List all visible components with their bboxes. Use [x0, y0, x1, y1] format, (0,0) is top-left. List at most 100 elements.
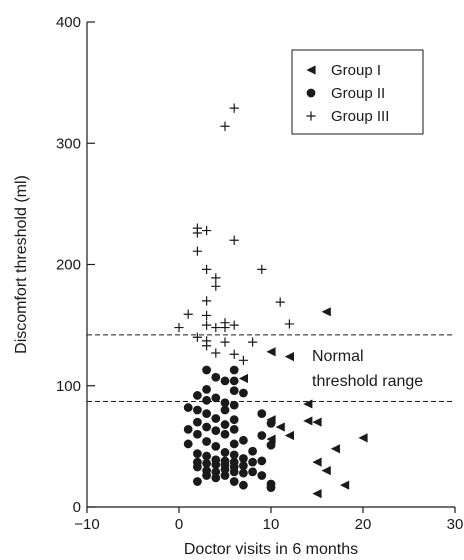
- annotation-normal: Normal: [312, 348, 364, 365]
- data-point-group-iii: [202, 296, 212, 306]
- data-point-group-ii: [183, 425, 193, 434]
- data-point-group-ii: [193, 449, 202, 459]
- x-tick-label: 30: [447, 516, 464, 533]
- data-point-group-ii: [229, 467, 239, 477]
- data-point-group-i: [312, 489, 322, 499]
- data-point-group-ii: [211, 414, 221, 423]
- data-point-group-ii: [220, 420, 230, 429]
- data-point-group-ii: [193, 405, 202, 415]
- data-point-group-iii: [192, 332, 202, 342]
- data-point-group-ii: [239, 480, 248, 490]
- data-point-group-ii: [211, 393, 221, 403]
- data-point-group-ii: [202, 437, 212, 446]
- data-point-group-ii: [239, 435, 248, 445]
- data-point-group-ii: [229, 477, 239, 486]
- data-point-group-ii: [202, 395, 212, 405]
- legend: Group I Group II Group III: [291, 49, 424, 135]
- data-point-group-ii: [248, 457, 257, 467]
- data-point-group-iii: [220, 121, 230, 131]
- data-point-group-ii: [220, 398, 230, 408]
- y-tick-label: 0: [73, 499, 81, 516]
- x-tick-label: 0: [175, 516, 183, 533]
- data-point-group-iii: [211, 281, 221, 291]
- data-point-group-i: [358, 433, 368, 443]
- data-point-group-iii: [275, 297, 285, 307]
- data-point-group-ii: [257, 431, 267, 440]
- data-point-group-iii: [248, 337, 258, 347]
- data-point-group-ii: [239, 454, 248, 463]
- data-point-group-ii: [211, 460, 221, 469]
- data-point-group-iii: [202, 320, 212, 330]
- data-point-group-ii: [257, 471, 267, 480]
- data-point-group-ii: [248, 467, 257, 477]
- data-point-group-iii: [202, 310, 212, 321]
- data-point-group-iii: [202, 264, 212, 274]
- data-point-group-iii: [192, 246, 202, 256]
- data-point-group-ii: [229, 439, 239, 449]
- data-point-group-i: [340, 480, 350, 490]
- reference-lines: [87, 334, 455, 403]
- data-point-group-ii: [229, 376, 239, 386]
- data-point-group-ii: [211, 426, 221, 436]
- data-point-group-ii: [193, 462, 202, 472]
- data-point-group-iii: [192, 228, 202, 238]
- data-point-group-i: [284, 430, 294, 441]
- y-tick-label: 200: [56, 257, 81, 274]
- data-point-group-i: [238, 373, 248, 384]
- data-point-group-ii: [193, 477, 202, 486]
- data-point-group-ii: [257, 456, 267, 466]
- data-point-group-iii: [202, 225, 212, 236]
- data-point-group-ii: [220, 471, 230, 480]
- data-point-group-ii: [229, 425, 239, 434]
- data-point-group-i: [321, 466, 331, 476]
- data-point-group-ii: [193, 417, 202, 427]
- data-point-group-iii: [211, 322, 221, 333]
- legend-entry-label: Group III: [331, 108, 389, 125]
- data-point-group-iii: [220, 322, 230, 333]
- data-point-group-iii: [229, 103, 239, 113]
- data-point-group-iii: [183, 309, 193, 319]
- y-tick-label: 300: [56, 135, 81, 152]
- legend-entry-label: Group II: [331, 85, 385, 102]
- y-tick-label: 100: [56, 378, 81, 395]
- data-point-group-ii: [229, 400, 239, 410]
- data-point-group-ii: [229, 365, 239, 375]
- data-point-group-ii: [229, 386, 239, 395]
- data-point-group-ii: [211, 441, 221, 451]
- data-point-group-i: [303, 399, 313, 409]
- data-point-group-i: [312, 457, 322, 467]
- data-point-group-ii: [202, 422, 212, 432]
- data-point-group-ii: [202, 471, 212, 480]
- data-point-group-iii: [257, 264, 267, 274]
- x-axis-label: Doctor visits in 6 months: [184, 541, 358, 558]
- data-point-group-iii: [202, 341, 212, 351]
- data-point-group-iii: [284, 319, 294, 329]
- data-point-group-ii: [248, 446, 257, 456]
- data-point-group-ii: [220, 405, 230, 415]
- data-point-group-ii: [257, 409, 267, 419]
- data-point-group-iii: [211, 273, 221, 283]
- data-point-group-iii: [229, 320, 239, 330]
- data-point-group-i: [330, 444, 340, 454]
- data-point-group-ii: [193, 429, 202, 439]
- annotation-threshold-range: threshold range: [312, 373, 423, 390]
- data-point-group-i: [266, 434, 276, 444]
- data-point-group-i: [303, 416, 313, 426]
- y-axis-label: Discomfort threshold (ml): [13, 175, 30, 354]
- data-point-group-ii: [266, 483, 276, 492]
- data-point-group-ii: [239, 468, 248, 478]
- data-point-group-iii: [229, 349, 239, 359]
- x-tick-label: 20: [355, 516, 372, 533]
- data-point-group-ii: [211, 372, 221, 382]
- data-point-group-i: [306, 65, 316, 75]
- x-tick-label: −10: [74, 516, 99, 533]
- data-point-group-ii: [306, 88, 316, 98]
- data-point-group-ii: [202, 365, 212, 375]
- data-point-group-i: [321, 307, 331, 317]
- data-point-group-ii: [193, 391, 202, 400]
- data-point-group-iii: [238, 355, 248, 365]
- data-point-group-i: [312, 417, 322, 427]
- data-point-group-i: [266, 347, 276, 357]
- x-axis-ticks: −10 0 10 20 30: [74, 507, 463, 533]
